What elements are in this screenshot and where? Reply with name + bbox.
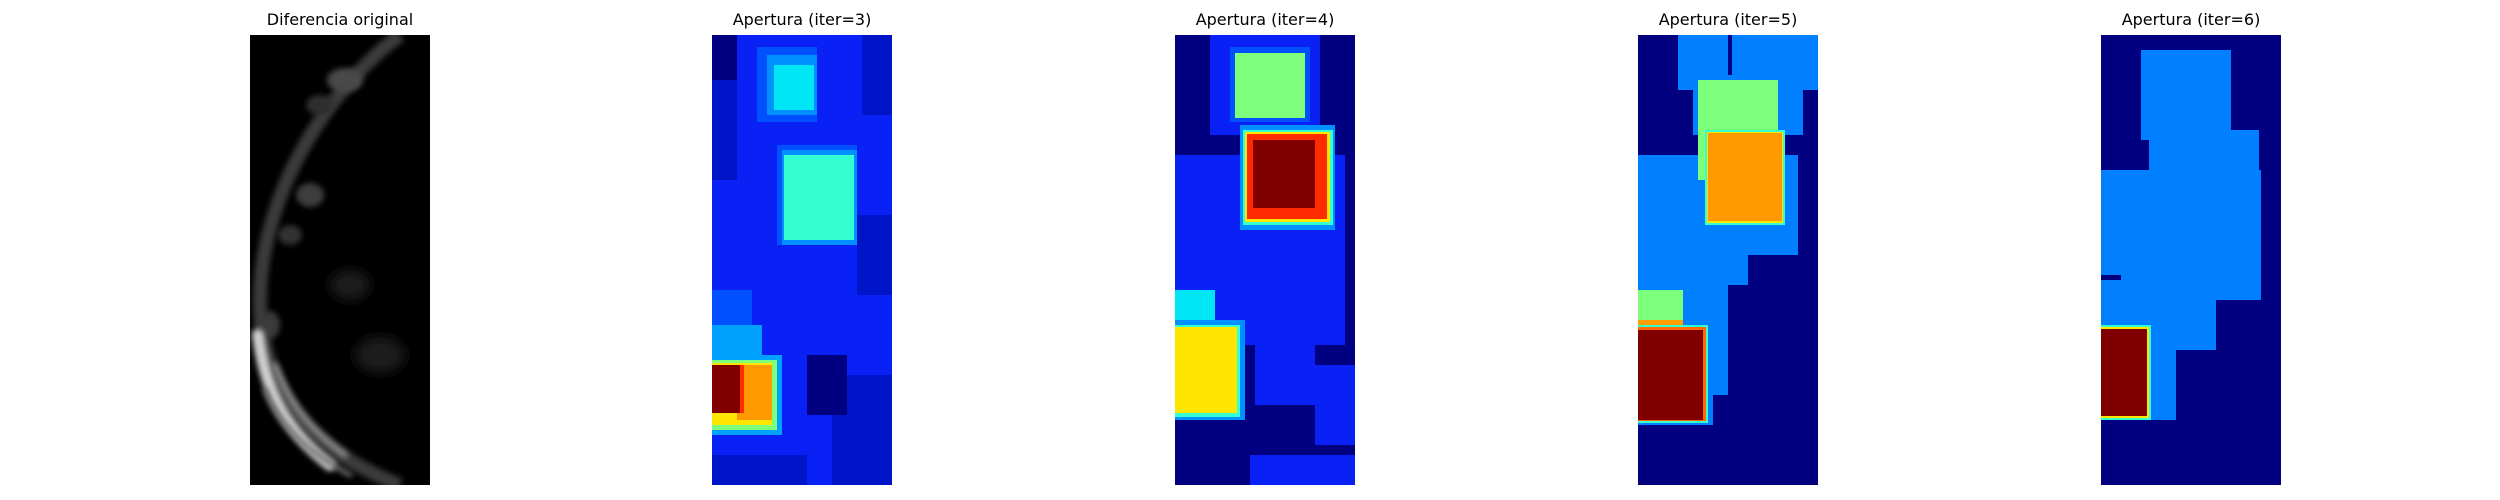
panel-title: Apertura (iter=3)	[732, 10, 872, 29]
panel-title: Apertura (iter=5)	[1658, 10, 1798, 29]
panel-apertura-iter-4: Apertura (iter=4)	[1115, 0, 1415, 500]
jet-colormap-image	[2101, 35, 2281, 485]
jet-colormap-image	[1175, 35, 1355, 485]
panel-diferencia-original: Diferencia original	[190, 0, 490, 500]
panel-title: Diferencia original	[266, 10, 414, 29]
jet-colormap-image	[1638, 35, 1818, 485]
grayscale-image	[250, 35, 430, 485]
panel-apertura-iter-6: Apertura (iter=6)	[2041, 0, 2341, 500]
panel-apertura-iter-5: Apertura (iter=5)	[1578, 0, 1878, 500]
panel-title: Apertura (iter=4)	[1195, 10, 1335, 29]
panel-title: Apertura (iter=6)	[2121, 10, 2261, 29]
panel-apertura-iter-3: Apertura (iter=3)	[652, 0, 952, 500]
jet-colormap-image	[712, 35, 892, 485]
